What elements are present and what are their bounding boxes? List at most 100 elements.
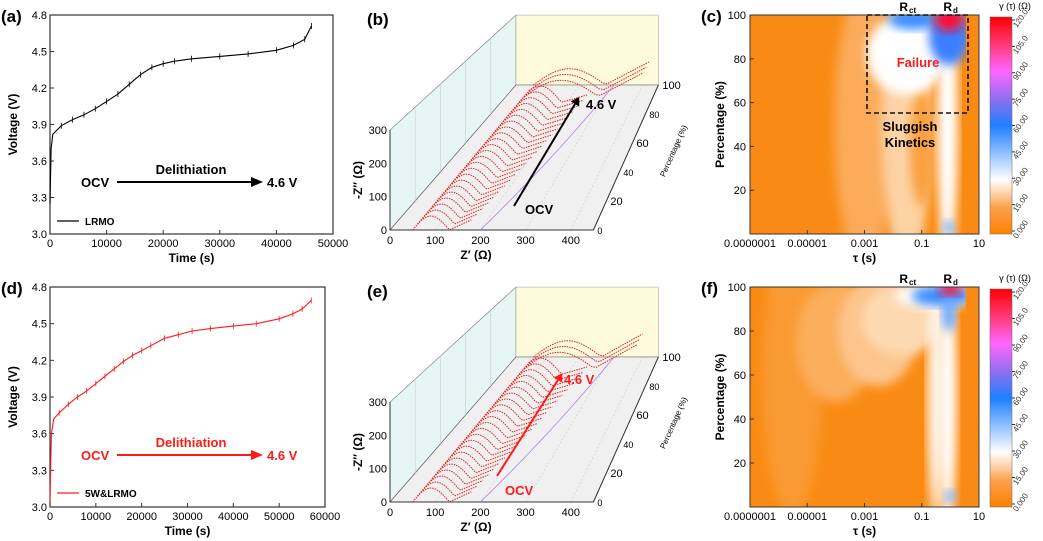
kinetics-label: Kinetics — [885, 135, 936, 150]
y-tick-label: 0 — [381, 225, 387, 237]
y-tick-label: 3.0 — [32, 502, 47, 514]
back-wall — [515, 14, 659, 86]
x-tick-label: 200 — [471, 235, 489, 247]
grid-line — [434, 84, 548, 231]
y-tick-label: 40 — [734, 141, 746, 153]
grid-line — [480, 84, 580, 231]
impedance-curve — [426, 197, 489, 213]
y-axis-label: Percentage (%) — [713, 81, 727, 168]
panel-label: (e) — [367, 282, 388, 301]
x-tick-label: 10000 — [81, 511, 112, 523]
x-axis-label: Time (s) — [165, 524, 211, 538]
colorbar-tick-label: 15.00 — [1011, 192, 1030, 214]
impedance-curve — [455, 433, 522, 451]
y-tick-label: 3.6 — [32, 429, 47, 441]
y-axis-label: Percentage (%) — [713, 354, 727, 441]
peak-subscript: ct — [909, 6, 916, 15]
y-tick-label: 3.3 — [32, 465, 47, 477]
x-tick-label: 0 — [387, 507, 393, 519]
x-tick-label: 10000 — [91, 238, 122, 250]
z-axis-label: Percentage (%) — [658, 395, 689, 450]
y-tick-label: 3.0 — [32, 229, 47, 241]
x-tick-label: 40000 — [261, 238, 292, 250]
y-axis-label: -Z″ (Ω) — [351, 433, 365, 471]
x-tick-label: 20000 — [148, 238, 179, 250]
sluggish-label: Sluggish — [883, 119, 938, 134]
peak-label: R — [899, 0, 908, 14]
panel-a: (a) 0 10000 20000 30000 40000 50000 3.0 3.3 3.6 3.… — [1, 7, 348, 265]
panel-label: (f) — [701, 279, 718, 298]
z-tick-label: 100 — [662, 80, 680, 92]
x-axis-label: Z′ (Ω) — [460, 248, 491, 262]
y-tick-label: 60 — [734, 370, 746, 382]
impedance-curve — [533, 333, 643, 358]
impedance-curve — [412, 487, 472, 503]
x-tick-label: 200 — [471, 507, 489, 519]
x-tick-label: 0.1 — [914, 238, 929, 250]
ocv-label: OCV — [81, 175, 110, 190]
panel-b: (b) 0 100 200 300 400 0 100 200 300 0 20 40 60 80 100 Z′… — [351, 10, 689, 262]
impedance-curve — [489, 392, 558, 410]
y-tick-label: 60 — [734, 98, 746, 110]
x-tick-label: 0.1 — [914, 511, 929, 523]
colorbar-tick-label: 75.00 — [1011, 359, 1030, 381]
plot-frame — [49, 286, 326, 508]
ocv-label: OCV — [81, 448, 110, 463]
y-axis-label: -Z″ (Ω) — [351, 161, 365, 199]
heatmap-edge — [965, 287, 979, 507]
x-tick-label: 400 — [562, 235, 580, 247]
z-tick-label: 0 — [597, 498, 602, 508]
colorbar-tick-label: 15.00 — [1011, 465, 1030, 487]
colorbar-tick-label: 75.00 — [1011, 86, 1030, 108]
intensity-region — [866, 15, 947, 95]
impedance-curve — [489, 120, 558, 138]
x-tick-label: 100 — [426, 507, 444, 519]
panel-d: (d) 0 10000 20000 30000 40000 50000 60000 3.0 3.3… — [1, 279, 340, 538]
impedance-curve — [494, 386, 563, 404]
heatmap-area — [750, 287, 979, 507]
ocv-label: OCV — [525, 202, 554, 217]
y-tick-label: 40 — [734, 414, 746, 426]
arrow-head-icon — [570, 97, 580, 107]
y-tick-label: 3.9 — [32, 392, 47, 404]
heatmap-edge — [965, 15, 979, 234]
grid-line — [525, 84, 612, 231]
x-tick-label: 0.0000001 — [724, 511, 776, 523]
grid-line — [570, 84, 643, 231]
intensity-region — [942, 295, 957, 332]
x-tick-label: 30000 — [172, 511, 203, 523]
impedance-curve — [412, 215, 472, 231]
x-axis-label: Time (s) — [169, 251, 215, 265]
y-tick-label: 4.8 — [32, 10, 47, 22]
arrow-head-icon — [251, 450, 263, 460]
x-tick-label: 10 — [973, 511, 985, 523]
grid-line — [525, 356, 612, 503]
colorbar-tick-label: 60.00 — [1011, 385, 1030, 407]
impedance-curve — [470, 416, 537, 433]
plot-frame — [49, 14, 334, 235]
colorbar-tick-label: 30.00 — [1011, 165, 1030, 187]
colorbar-tick-label: 60.00 — [1011, 113, 1030, 135]
impedance-curve — [523, 72, 644, 98]
peak-label: R — [943, 272, 952, 286]
impedance-curve — [523, 344, 638, 370]
impedance-curve — [441, 451, 505, 468]
intensity-region — [938, 287, 957, 507]
y-tick-label: 200 — [369, 430, 387, 442]
intensity-region — [938, 287, 963, 296]
y-tick-label: 300 — [369, 397, 387, 409]
y-tick-label: 0 — [381, 497, 387, 509]
x-tick-label: 20000 — [126, 511, 157, 523]
end-voltage-label: 4.6 V — [267, 175, 298, 190]
y-tick-label: 4.5 — [32, 319, 47, 331]
panel-label: (d) — [1, 279, 23, 298]
x-axis-label: τ (s) — [853, 251, 876, 265]
x-tick-label: 0.001 — [851, 238, 879, 250]
impedance-curve — [417, 209, 478, 225]
x-tick-label: 50000 — [318, 238, 349, 250]
x-tick-label: 300 — [516, 507, 534, 519]
arrow-head-icon — [553, 373, 563, 383]
progress-arrow — [496, 379, 559, 477]
y-tick-label: 100 — [728, 282, 746, 294]
